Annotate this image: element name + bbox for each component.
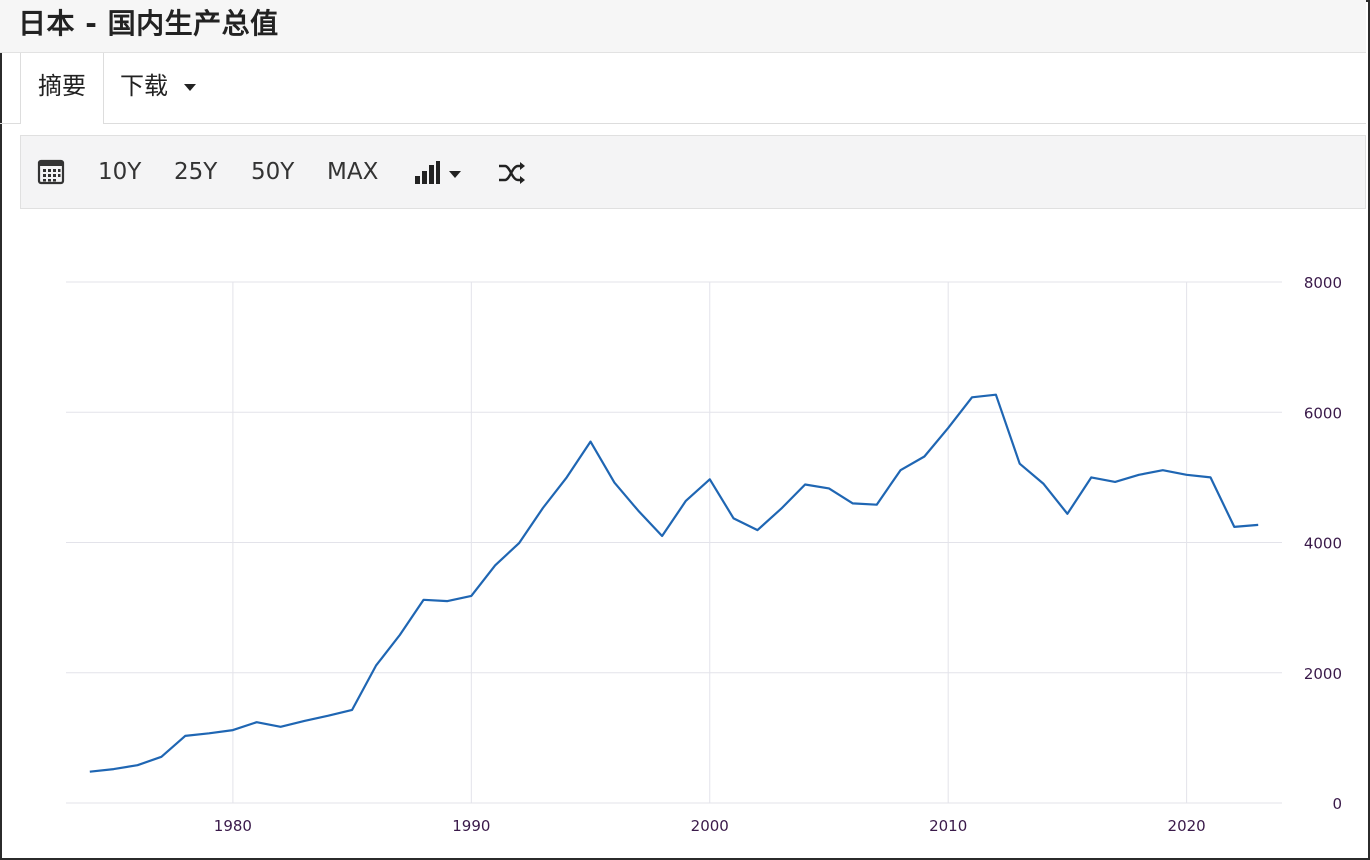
tab-summary[interactable]: 摘要 xyxy=(20,53,104,124)
chart-area: 0 2000 4000 6000 8000 1980 1990 2000 2010 2020 xyxy=(0,210,1366,856)
calendar-icon[interactable] xyxy=(37,158,65,186)
range-10y-button[interactable]: 10Y xyxy=(98,159,142,185)
caret-down-icon xyxy=(183,83,196,91)
x-tick-label: 2010 xyxy=(929,817,967,835)
x-tick-label: 1980 xyxy=(214,817,252,835)
x-tick-label: 1990 xyxy=(452,817,490,835)
range-max-button[interactable]: MAX xyxy=(327,159,379,185)
tab-download[interactable]: 下载 xyxy=(120,53,196,123)
range-50y-button[interactable]: 50Y xyxy=(251,159,295,185)
y-tick-label: 2000 xyxy=(1304,665,1342,683)
tab-summary-label: 摘要 xyxy=(38,72,86,100)
shuffle-icon[interactable] xyxy=(497,161,527,185)
title-bar: 日本 - 国内生产总值 xyxy=(0,0,1366,53)
chart-type-button[interactable] xyxy=(413,160,473,186)
gdp-line-chart: 0 2000 4000 6000 8000 1980 1990 2000 2010 2020 xyxy=(66,274,1342,835)
range-25y-button[interactable]: 25Y xyxy=(174,159,218,185)
chart-toolbar: 10Y 25Y 50Y MAX xyxy=(20,135,1366,209)
tab-bar: 摘要 下载 xyxy=(0,53,1366,124)
bar-chart-icon xyxy=(415,161,440,184)
x-tick-label: 2020 xyxy=(1168,817,1206,835)
page-title: 日本 - 国内生产总值 xyxy=(18,7,279,40)
x-tick-label: 2000 xyxy=(691,817,729,835)
y-tick-label: 8000 xyxy=(1304,274,1342,292)
y-tick-label: 0 xyxy=(1332,795,1342,813)
y-tick-label: 6000 xyxy=(1304,404,1342,422)
gdp-series-line xyxy=(89,393,1259,773)
y-tick-label: 4000 xyxy=(1304,535,1342,553)
chart-type-caret-icon xyxy=(449,171,461,178)
tab-download-label: 下载 xyxy=(120,72,168,100)
